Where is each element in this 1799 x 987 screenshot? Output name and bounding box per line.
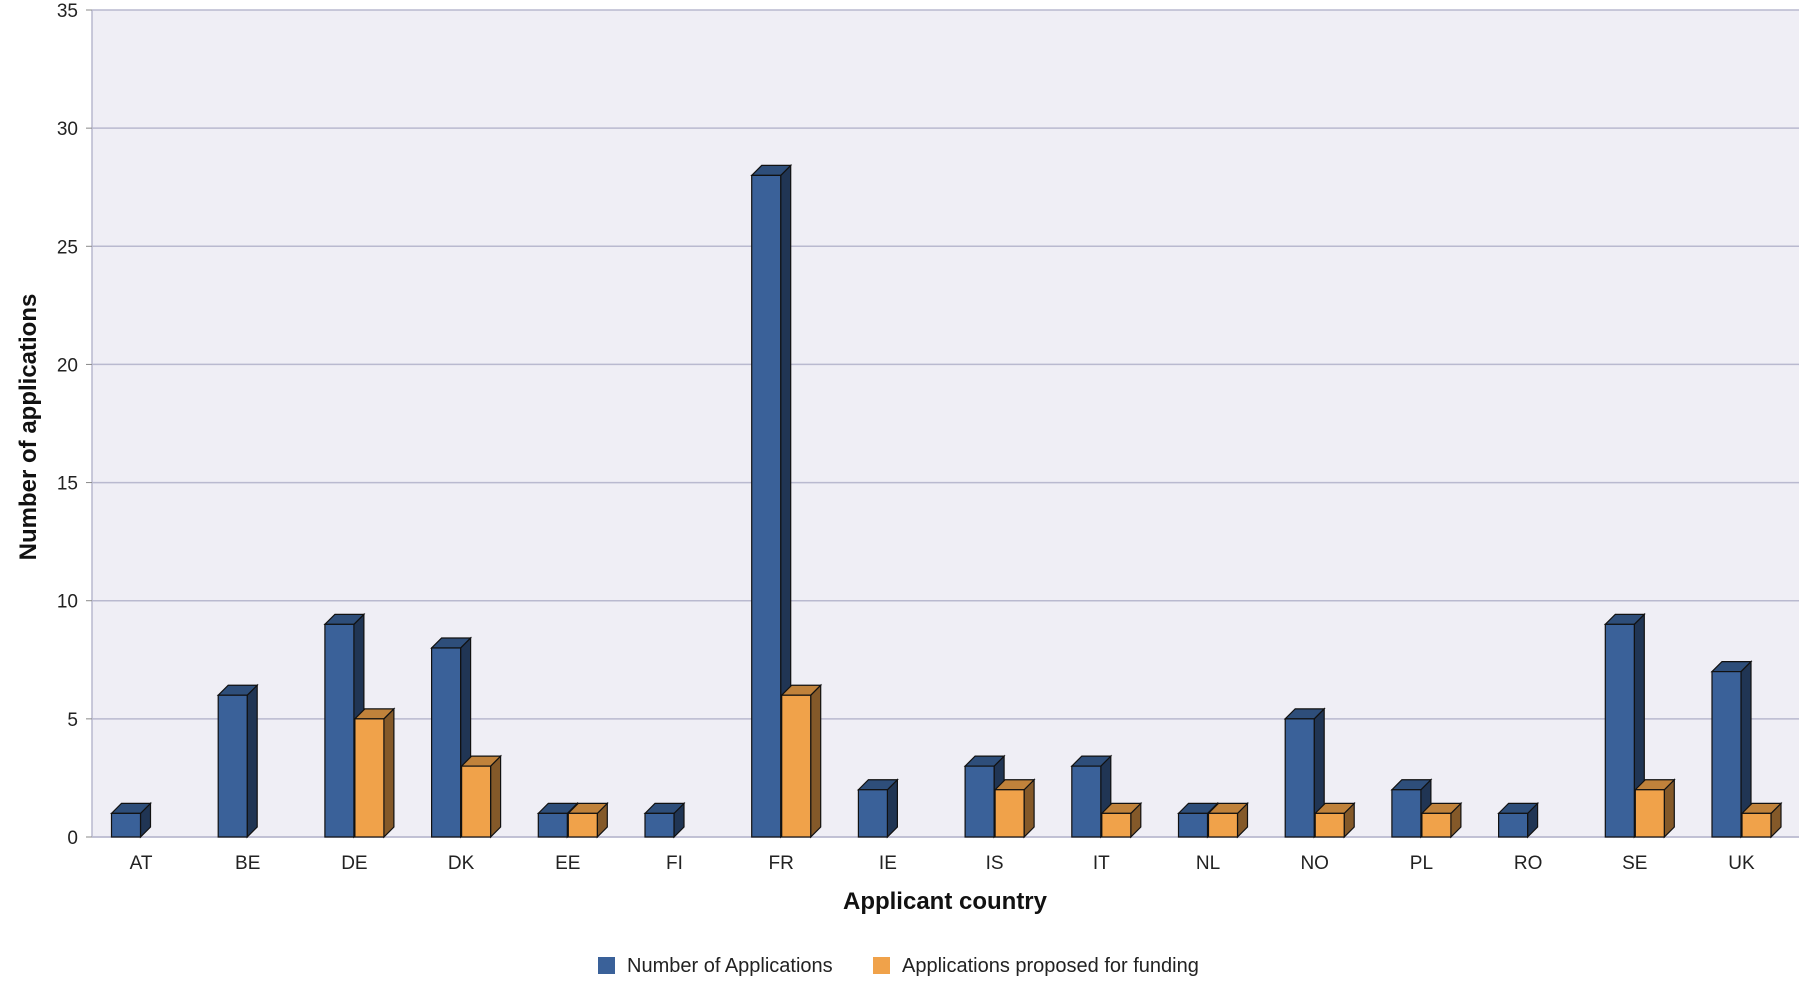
legend-label: Applications proposed for funding bbox=[902, 955, 1199, 977]
bar-front bbox=[964, 765, 995, 838]
x-tick-label: RO bbox=[1514, 853, 1543, 874]
x-tick-label: NO bbox=[1300, 853, 1329, 874]
bar-front bbox=[1071, 765, 1102, 838]
bar-front bbox=[1604, 623, 1635, 838]
y-tick-label: 30 bbox=[57, 119, 78, 140]
x-axis-ticks: AT BE DE DK EE FI FR IE IS IT NL NO PL RO SE UK bbox=[130, 853, 1755, 874]
x-tick-label: FI bbox=[666, 853, 683, 874]
bar-front bbox=[461, 765, 492, 838]
bar-front bbox=[324, 623, 355, 838]
bar-front bbox=[1741, 812, 1772, 838]
bar-front bbox=[217, 694, 248, 838]
bar-front bbox=[751, 174, 782, 838]
legend-swatch bbox=[598, 957, 615, 974]
bar-front bbox=[1207, 812, 1239, 838]
plot-background bbox=[92, 10, 1799, 837]
bar-side bbox=[246, 683, 258, 839]
bar-side bbox=[810, 683, 822, 839]
bar bbox=[1420, 801, 1463, 839]
x-tick-label: IE bbox=[879, 853, 897, 874]
bar-front bbox=[110, 812, 142, 838]
x-tick-label: NL bbox=[1196, 853, 1220, 874]
bar bbox=[780, 683, 823, 839]
bar-front bbox=[1711, 670, 1742, 838]
legend-swatch bbox=[873, 957, 890, 974]
bar-front bbox=[1497, 812, 1529, 838]
bar bbox=[1313, 801, 1356, 839]
x-axis-title: Applicant country bbox=[843, 888, 1048, 915]
bar bbox=[1497, 801, 1540, 839]
y-tick-label: 25 bbox=[57, 237, 78, 258]
x-tick-label: UK bbox=[1728, 853, 1755, 874]
bar-front bbox=[1314, 812, 1345, 838]
bar-front bbox=[1421, 812, 1452, 838]
bar-front bbox=[567, 812, 598, 838]
bar bbox=[750, 163, 793, 839]
bar-front bbox=[1284, 718, 1315, 838]
bar-front bbox=[781, 694, 812, 838]
x-tick-label: EE bbox=[555, 853, 580, 874]
bar-front bbox=[1101, 812, 1132, 838]
bar bbox=[1603, 612, 1646, 839]
bar bbox=[110, 801, 152, 839]
bar-front bbox=[537, 812, 568, 838]
legend: Number of Applications Applications propo… bbox=[598, 955, 1199, 977]
bar bbox=[1283, 707, 1326, 839]
x-tick-label: DK bbox=[448, 853, 475, 874]
bar bbox=[1100, 801, 1143, 839]
bar bbox=[460, 754, 503, 839]
bar bbox=[566, 801, 609, 839]
bar bbox=[643, 801, 686, 839]
bar-front bbox=[857, 789, 889, 838]
x-tick-label: SE bbox=[1622, 853, 1647, 874]
y-tick-label: 10 bbox=[57, 592, 78, 613]
bar bbox=[1207, 801, 1249, 839]
y-tick-label: 0 bbox=[67, 828, 78, 849]
bar bbox=[856, 778, 899, 839]
bar-front bbox=[1391, 789, 1422, 838]
bar-front bbox=[431, 647, 462, 838]
bar bbox=[1740, 801, 1783, 839]
y-axis-title: Number of applications bbox=[15, 294, 42, 561]
y-tick-label: 15 bbox=[57, 474, 78, 495]
x-tick-label: AT bbox=[130, 853, 153, 874]
x-tick-label: BE bbox=[235, 853, 260, 874]
bar bbox=[993, 778, 1036, 839]
x-tick-label: FR bbox=[769, 853, 794, 874]
bar-side bbox=[490, 754, 502, 839]
y-tick-label: 20 bbox=[57, 355, 78, 376]
bar-side bbox=[383, 707, 395, 839]
legend-label: Number of Applications bbox=[627, 955, 833, 977]
y-tick-label: 5 bbox=[67, 710, 78, 731]
y-axis-ticks: 0 5 10 15 20 25 30 35 bbox=[57, 1, 92, 849]
bars bbox=[110, 163, 1783, 839]
x-tick-label: PL bbox=[1410, 853, 1433, 874]
bar bbox=[216, 683, 259, 839]
legend-item: Applications proposed for funding bbox=[873, 955, 1199, 977]
legend-item: Number of Applications bbox=[598, 955, 833, 977]
bar bbox=[353, 707, 396, 839]
bar-front bbox=[994, 789, 1025, 838]
bar-front bbox=[644, 812, 675, 838]
x-tick-label: IS bbox=[986, 853, 1004, 874]
bar bbox=[1633, 778, 1676, 839]
bar-front bbox=[1634, 789, 1665, 838]
bar bbox=[1710, 660, 1753, 839]
bar-front bbox=[354, 718, 385, 838]
x-tick-label: DE bbox=[341, 853, 367, 874]
bar-front bbox=[1177, 812, 1209, 838]
y-tick-label: 35 bbox=[57, 1, 78, 22]
x-tick-label: IT bbox=[1093, 853, 1110, 874]
